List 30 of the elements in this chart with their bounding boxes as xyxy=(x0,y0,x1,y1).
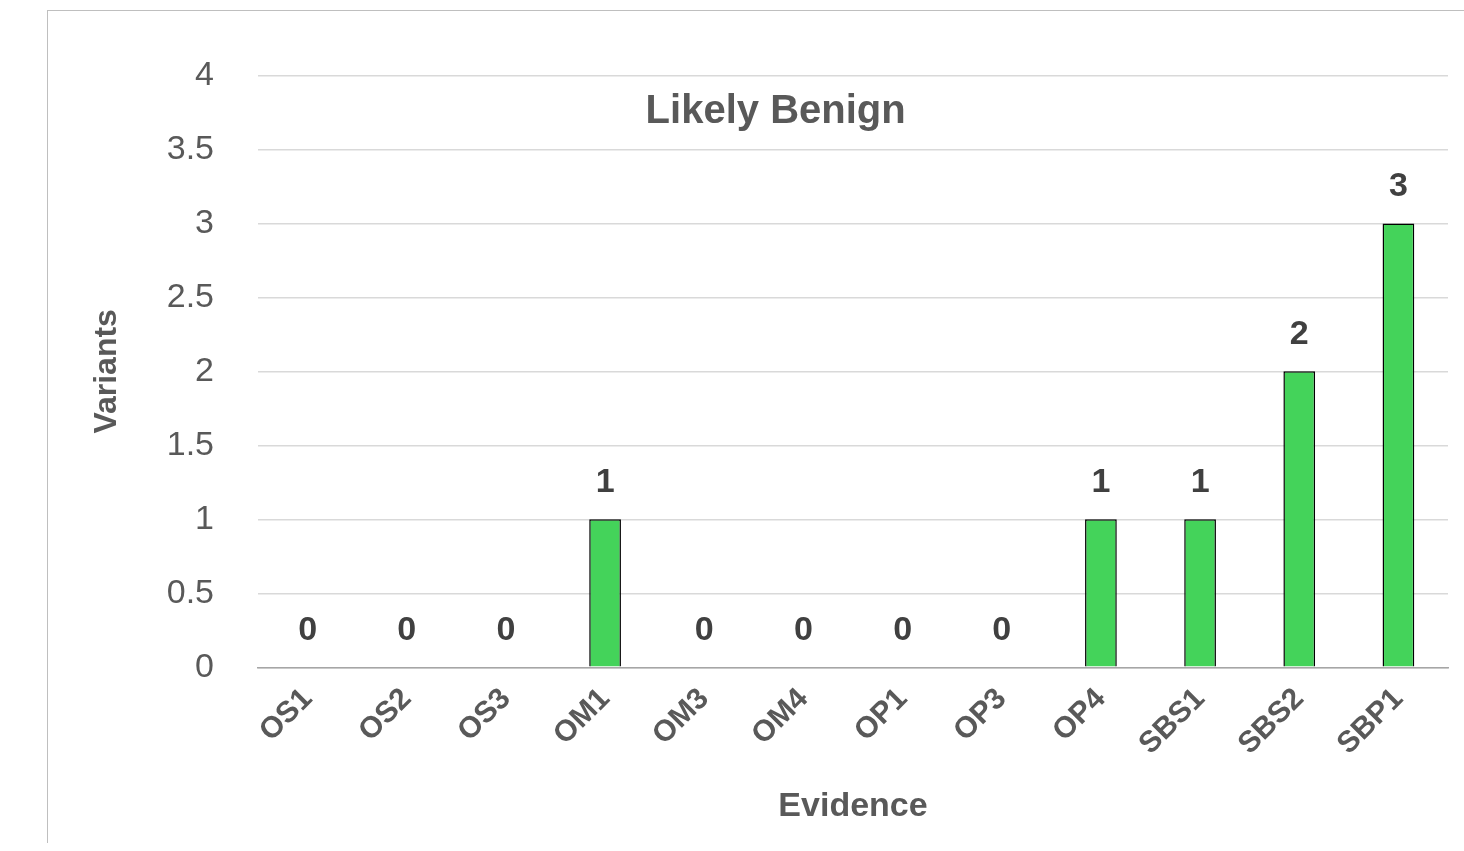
data-label: 0 xyxy=(397,608,417,647)
y-tick-label: 0.5 xyxy=(166,571,214,610)
y-tick-label: 4 xyxy=(195,53,214,92)
x-tick-label: OP1 xyxy=(846,680,913,747)
x-tick-label: OP3 xyxy=(946,680,1012,747)
x-tick-label: OS2 xyxy=(351,680,417,747)
data-label: 0 xyxy=(298,608,318,647)
data-label: 3 xyxy=(1388,164,1408,203)
y-tick-label: 1 xyxy=(195,497,214,536)
x-axis-title: Evidence xyxy=(778,784,928,823)
data-label: 2 xyxy=(1289,312,1309,351)
y-tick-label: 0 xyxy=(195,645,214,684)
data-label: 0 xyxy=(793,608,813,647)
x-tick-label: OS1 xyxy=(251,680,318,747)
data-label: 1 xyxy=(595,460,615,499)
x-tick-label: OS3 xyxy=(450,680,516,747)
data-label: 0 xyxy=(893,608,913,647)
data-label: 0 xyxy=(694,608,714,647)
y-tick-label: 1.5 xyxy=(166,423,214,462)
chart-title: Likely Benign xyxy=(645,87,906,132)
data-label: 1 xyxy=(1091,460,1111,499)
y-tick-label: 2 xyxy=(195,349,214,388)
data-label: 1 xyxy=(1190,460,1210,499)
data-label: 0 xyxy=(496,608,516,647)
x-tick-label: OP4 xyxy=(1045,680,1112,747)
y-tick-label: 3.5 xyxy=(166,127,214,166)
y-tick-label: 3 xyxy=(195,201,214,240)
data-label: 0 xyxy=(992,608,1012,647)
y-tick-label: 2.5 xyxy=(166,275,214,314)
y-axis-title: Variants xyxy=(87,309,124,434)
